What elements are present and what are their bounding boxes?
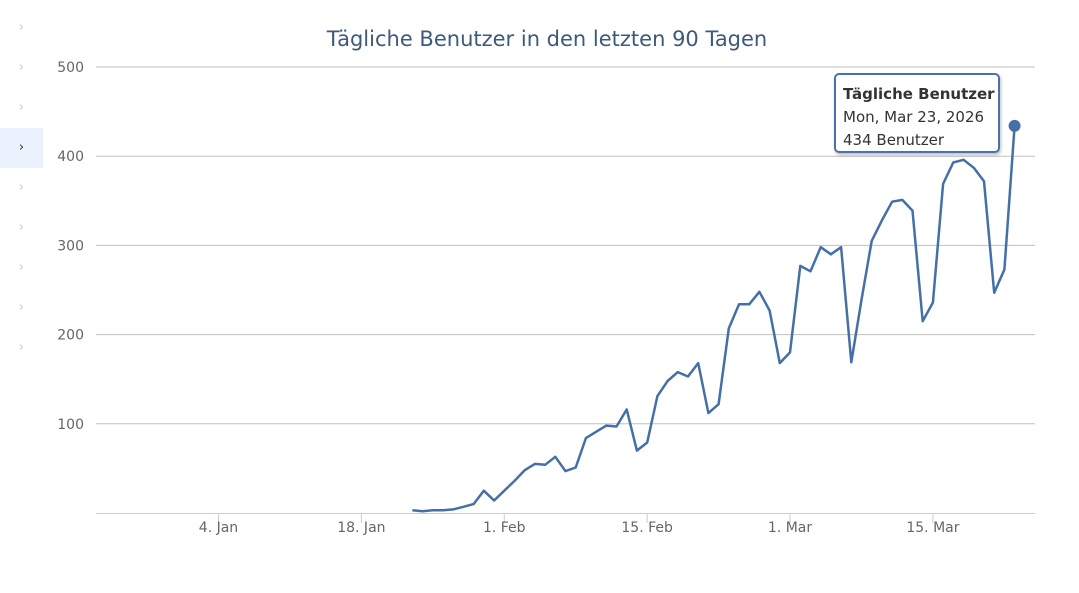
chart-title: Tägliche Benutzer in den letzten 90 Tage… xyxy=(326,27,768,51)
y-tick-label: 200 xyxy=(57,328,84,344)
sidebar-expand-chevron-icon[interactable]: › xyxy=(18,220,25,235)
tooltip-date: Mon, Mar 23, 2026 xyxy=(843,108,985,126)
y-tick-label: 300 xyxy=(57,238,84,254)
highlighted-data-point xyxy=(1008,119,1021,132)
series-line xyxy=(412,125,1016,513)
sidebar: › › › › › › › › › xyxy=(0,8,43,368)
y-tick-label: 500 xyxy=(57,60,84,76)
x-tick-label: 1. Mar xyxy=(768,520,812,536)
y-tick-label: 100 xyxy=(57,417,84,433)
chart-tooltip: Tägliche Benutzer Mon, Mar 23, 2026 434 … xyxy=(834,73,1000,153)
x-tick-label: 1. Feb xyxy=(483,520,526,536)
sidebar-expand-chevron-icon[interactable]: › xyxy=(18,260,25,275)
sidebar-expand-chevron-icon[interactable]: › xyxy=(18,300,25,315)
tooltip-title: Tägliche Benutzer xyxy=(843,85,995,103)
sidebar-expand-chevron-icon[interactable]: › xyxy=(0,128,43,168)
sidebar-expand-chevron-icon[interactable]: › xyxy=(18,60,25,75)
y-tick-label: 400 xyxy=(57,149,84,165)
sidebar-expand-chevron-icon[interactable]: › xyxy=(18,100,25,115)
x-tick-label: 15. Mar xyxy=(906,520,959,536)
x-tick-label: 18. Jan xyxy=(337,520,385,536)
sidebar-expand-chevron-icon[interactable]: › xyxy=(18,20,25,35)
tooltip-value: 434 Benutzer xyxy=(843,131,945,149)
x-tick-label: 4. Jan xyxy=(199,520,238,536)
x-tick-label: 15. Feb xyxy=(621,520,673,536)
sidebar-expand-chevron-icon[interactable]: › xyxy=(18,340,25,355)
sidebar-expand-chevron-icon[interactable]: › xyxy=(18,180,25,195)
